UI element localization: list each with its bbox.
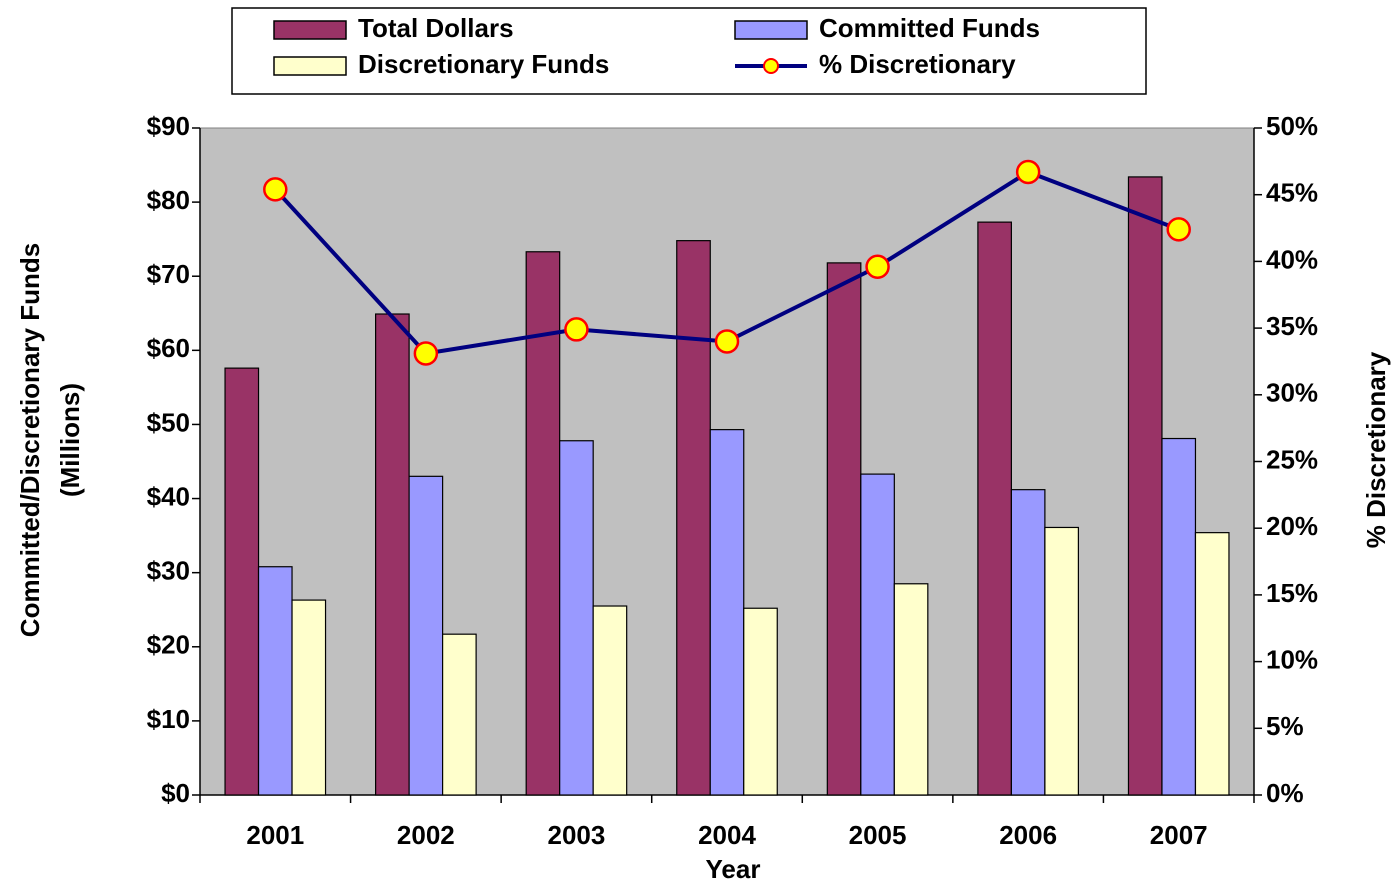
legend-swatch — [734, 20, 808, 40]
y-tick-label: $50 — [147, 407, 190, 437]
bar — [743, 607, 778, 796]
y2-tick-label: 40% — [1266, 244, 1318, 274]
y2-tick-label: 20% — [1266, 511, 1318, 541]
x-axis-title: Year — [706, 854, 761, 884]
bar — [408, 475, 444, 796]
y2-tick-label: 0% — [1266, 778, 1304, 808]
x-tick-label: 2005 — [849, 820, 907, 850]
bar — [525, 251, 561, 796]
bar — [1010, 489, 1046, 796]
legend-label: Discretionary Funds — [358, 49, 609, 79]
legend-label: % Discretionary — [819, 49, 1016, 79]
y-tick-label: $60 — [147, 333, 190, 363]
marker — [564, 317, 589, 342]
y-tick-label: $70 — [147, 259, 190, 289]
y-tick-label: $20 — [147, 630, 190, 660]
y-tick-label: $0 — [161, 778, 190, 808]
y-tick-label: $40 — [147, 481, 190, 511]
legend-label: Committed Funds — [819, 13, 1040, 43]
x-tick-label: 2001 — [246, 820, 304, 850]
y-tick-label: $10 — [147, 704, 190, 734]
x-tick-label: 2007 — [1150, 820, 1208, 850]
y2-tick-label: 5% — [1266, 711, 1304, 741]
marker — [865, 254, 890, 279]
marker — [263, 177, 288, 202]
bar — [860, 473, 895, 796]
x-tick-label: 2006 — [999, 820, 1057, 850]
bar — [257, 566, 293, 796]
bar — [291, 599, 327, 796]
marker — [1166, 217, 1191, 242]
marker — [1015, 159, 1041, 185]
y-axis-title: (Millions) — [55, 383, 85, 497]
legend-swatch — [273, 56, 347, 76]
y2-tick-label: 35% — [1266, 311, 1318, 341]
x-tick-label: 2003 — [548, 820, 606, 850]
legend-label: Total Dollars — [358, 13, 514, 43]
y2-tick-label: 45% — [1266, 178, 1318, 208]
legend-swatch — [763, 58, 779, 74]
bar — [559, 440, 594, 796]
y2-axis-title: % Discretionary — [1361, 351, 1391, 548]
y-axis-title: Committed/Discretionary Funds — [15, 243, 45, 637]
x-tick-label: 2002 — [397, 820, 455, 850]
bar — [224, 367, 260, 796]
bar — [893, 583, 929, 796]
bar — [1194, 532, 1230, 796]
bar — [592, 605, 628, 796]
bar — [676, 240, 711, 796]
x-tick-label: 2004 — [698, 820, 756, 850]
y-tick-label: $30 — [147, 556, 190, 586]
bar — [709, 429, 745, 796]
y2-tick-label: 30% — [1266, 378, 1318, 408]
y2-tick-label: 25% — [1266, 444, 1318, 474]
bar — [977, 221, 1012, 796]
legend-swatch — [273, 20, 347, 40]
y-tick-label: $80 — [147, 185, 190, 215]
legend-box — [231, 7, 1147, 95]
bar — [1044, 526, 1079, 796]
y-tick-label: $90 — [147, 111, 190, 141]
y2-tick-label: 15% — [1266, 578, 1318, 608]
bar — [1161, 437, 1197, 796]
marker — [714, 329, 740, 354]
bar — [826, 262, 862, 796]
bar — [442, 633, 477, 796]
y2-tick-label: 10% — [1266, 644, 1318, 674]
y2-tick-label: 50% — [1266, 111, 1318, 141]
bar — [1127, 176, 1163, 796]
bar — [375, 313, 410, 796]
marker — [413, 341, 439, 366]
